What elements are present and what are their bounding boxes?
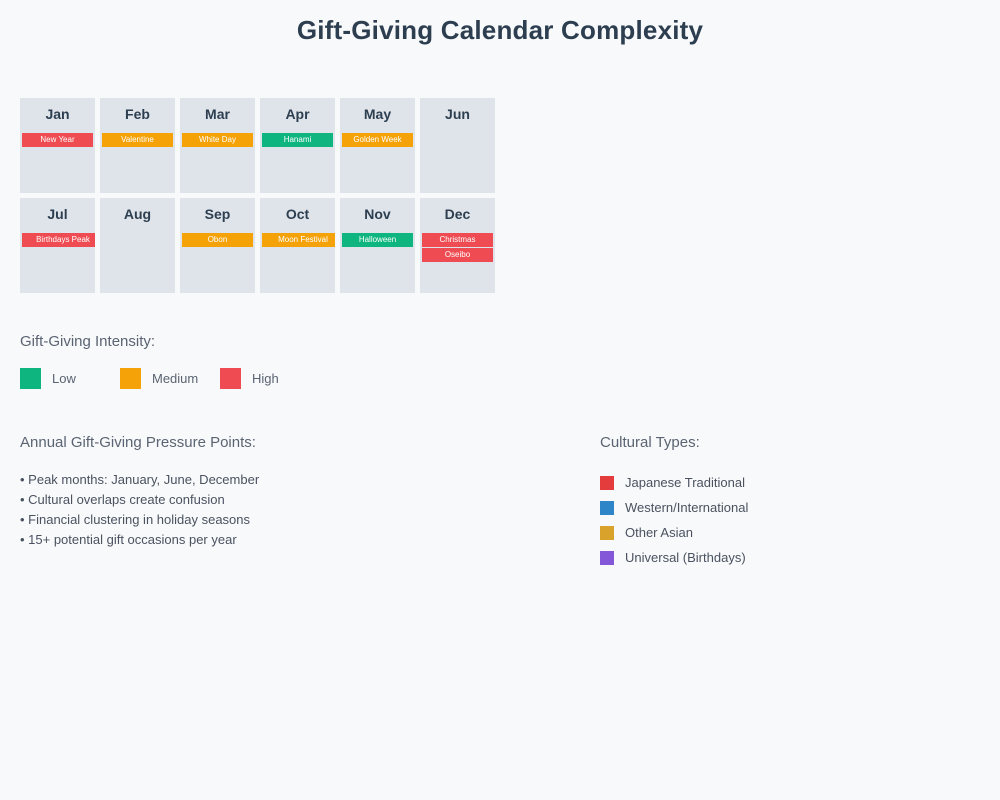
month-label: Aug [123, 206, 152, 222]
intensity-legend-item-low[interactable]: Low [20, 368, 76, 390]
intensity-legend-label: High [252, 371, 279, 386]
pressure-points-heading: Annual Gift-Giving Pressure Points: [20, 434, 256, 451]
calendar-grid: Jan New Year Feb Valentine Mar White Day Apr Ha… [20, 98, 500, 298]
event-badges: Halloween [342, 233, 413, 248]
month-label: Dec [444, 206, 471, 222]
pressure-points-section: Annual Gift-Giving Pressure Points: • Pe… [20, 434, 540, 550]
intensity-legend-item-medium[interactable]: Medium [120, 368, 198, 390]
calendar-row-first: Jan New Year Feb Valentine Mar White Day Apr Ha… [20, 98, 500, 198]
intensity-legend-heading: Gift-Giving Intensity: [20, 333, 156, 350]
color-swatch-icon [600, 550, 614, 565]
calendar-cell-sep[interactable]: Sep Obon [180, 198, 255, 293]
month-label: Nov [364, 206, 391, 222]
page-title: Gift-Giving Calendar Complexity [296, 15, 704, 45]
event-badges: Valentine [102, 133, 173, 148]
cultural-type-item[interactable]: Other Asian [600, 520, 940, 545]
calendar-cell-may[interactable]: May Golden Week [340, 98, 415, 193]
event-badge[interactable]: Christmas [422, 233, 493, 247]
month-label: Sep [204, 206, 231, 222]
cultural-types-section: Cultural Types: Japanese Traditional West… [600, 434, 940, 570]
event-badge[interactable]: Obon [182, 233, 253, 247]
calendar-cell-aug[interactable]: Aug [100, 198, 175, 293]
intensity-legend-label: Low [52, 371, 76, 386]
intensity-legend: Gift-Giving Intensity: Low Medium High [20, 333, 340, 390]
event-badge[interactable]: Valentine [102, 133, 173, 147]
calendar-cell-nov[interactable]: Nov Halloween [340, 198, 415, 293]
event-badges: White Day [182, 133, 253, 148]
calendar-cell-mar[interactable]: Mar White Day [180, 98, 255, 193]
calendar-cell-dec[interactable]: Dec Christmas Oseibo [420, 198, 495, 293]
event-badges: Christmas Oseibo [422, 233, 493, 263]
calendar-cell-oct[interactable]: Oct Moon Festival [260, 198, 335, 293]
pressure-point-item: • 15+ potential gift occasions per year [20, 532, 237, 547]
color-swatch-icon [600, 500, 614, 515]
event-badges: Moon Festival [262, 233, 335, 248]
cultural-type-item[interactable]: Universal (Birthdays) [600, 545, 940, 570]
cultural-type-item[interactable]: Japanese Traditional [600, 470, 940, 495]
color-swatch-icon [600, 525, 614, 540]
month-label: Jan [45, 106, 70, 122]
cultural-types-list: Japanese Traditional Western/Internationa… [600, 470, 940, 570]
month-label: Feb [125, 106, 150, 122]
pressure-point-item: • Peak months: January, June, December [20, 472, 260, 487]
event-badge[interactable]: Hanami [262, 133, 333, 147]
calendar-cell-jul[interactable]: Jul Birthdays Peak [20, 198, 95, 293]
calendar-cell-jan[interactable]: Jan New Year [20, 98, 95, 193]
intensity-legend-label: Medium [152, 371, 199, 386]
color-swatch-icon [600, 475, 614, 490]
calendar-cell-feb[interactable]: Feb Valentine [100, 98, 175, 193]
event-badge[interactable]: Golden Week [342, 133, 413, 147]
event-badge[interactable]: New Year [22, 133, 93, 147]
cultural-type-label: Universal (Birthdays) [625, 550, 746, 566]
event-badges: Birthdays Peak [22, 233, 95, 248]
color-swatch-icon [120, 368, 141, 389]
cultural-type-label: Western/International [625, 500, 749, 516]
cultural-type-label: Other Asian [625, 525, 693, 541]
cultural-type-item[interactable]: Western/International [600, 495, 940, 520]
color-swatch-icon [20, 368, 41, 389]
month-label: Jul [47, 206, 68, 222]
color-swatch-icon [220, 368, 241, 389]
event-badges: Hanami [262, 133, 333, 148]
calendar-row-second: Jul Birthdays Peak Aug Sep Obon Oct Moon Festi… [20, 198, 500, 298]
event-badge[interactable]: Halloween [342, 233, 413, 247]
cultural-type-label: Japanese Traditional [625, 475, 745, 491]
event-badge[interactable]: White Day [182, 133, 253, 147]
month-label: May [363, 106, 392, 122]
event-badges: Obon [182, 233, 253, 248]
pressure-point-item: • Cultural overlaps create confusion [20, 492, 225, 507]
month-label: Oct [285, 206, 310, 222]
event-badge[interactable]: Birthdays Peak [22, 233, 95, 247]
pressure-points-list: • Peak months: January, June, December • … [20, 470, 540, 550]
cultural-types-heading: Cultural Types: [600, 434, 700, 451]
event-badge[interactable]: Moon Festival [262, 233, 335, 247]
event-badges: Golden Week [342, 133, 413, 148]
intensity-legend-item-high[interactable]: High [220, 368, 279, 390]
event-badges: New Year [22, 133, 93, 148]
intensity-legend-items: Low Medium High [20, 368, 340, 390]
calendar-cell-jun[interactable]: Jun [420, 98, 495, 193]
pressure-point-item: • Financial clustering in holiday season… [20, 512, 251, 527]
event-badge[interactable]: Oseibo [422, 248, 493, 262]
calendar-cell-apr[interactable]: Apr Hanami [260, 98, 335, 193]
month-label: Apr [285, 106, 310, 122]
month-label: Jun [445, 106, 470, 122]
month-label: Mar [205, 106, 230, 122]
